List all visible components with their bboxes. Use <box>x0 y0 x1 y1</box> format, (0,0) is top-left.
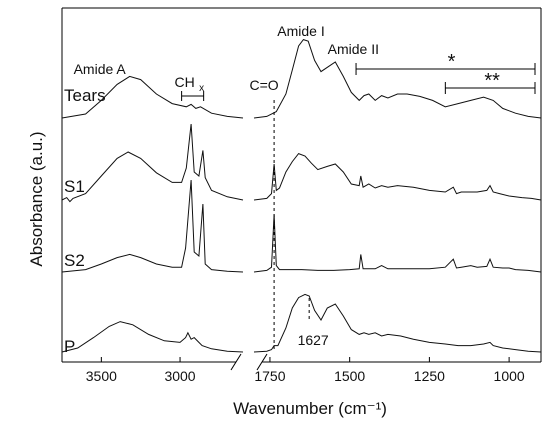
annotation-chx-subscript: x <box>199 83 204 94</box>
annotation-c-o: C=O <box>249 77 278 93</box>
series-label-s2: S2 <box>64 251 85 270</box>
spectrum-line-left-p <box>61 321 244 353</box>
x-tick-label: 1000 <box>494 368 525 384</box>
annotation-amide-i: Amide I <box>277 23 324 39</box>
annotation-1627: 1627 <box>298 332 329 348</box>
spectrum-line-right-p <box>253 293 542 353</box>
spectrum-line-left-s2 <box>61 179 244 273</box>
annotation-amide-ii: Amide II <box>328 41 379 57</box>
spectrum-line-left-tears <box>61 75 244 119</box>
plot-area: 3500 3000 1750 1500 1250 1000 Tears S1 S2 P Amide … <box>61 7 542 384</box>
spectrum-line-right-s1 <box>253 153 542 201</box>
series-label-s1: S1 <box>64 177 85 196</box>
x-tick-label: 1750 <box>254 368 285 384</box>
annotation-amide-a: Amide A <box>74 61 127 77</box>
x-tick-label: 3000 <box>164 368 195 384</box>
annotation-star: * <box>448 51 456 73</box>
annotation-double-star: ** <box>484 70 500 92</box>
spectrum-line-right-tears <box>253 39 542 119</box>
axis-break-mark <box>256 353 268 371</box>
x-tick-label: 1500 <box>334 368 365 384</box>
y-axis-label: Absorbance (a.u.) <box>27 131 46 266</box>
axis-break-mark <box>230 353 242 371</box>
spectrum-line-left-s1 <box>61 123 244 203</box>
series-label-p: P <box>64 337 75 356</box>
series-label-tears: Tears <box>64 86 106 105</box>
x-tick-label: 1250 <box>414 368 445 384</box>
x-axis-label: Wavenumber (cm⁻¹) <box>233 399 387 418</box>
spectrum-line-right-s2 <box>253 214 542 273</box>
x-tick-label: 3500 <box>86 368 117 384</box>
annotation-chx: CH <box>175 74 195 90</box>
